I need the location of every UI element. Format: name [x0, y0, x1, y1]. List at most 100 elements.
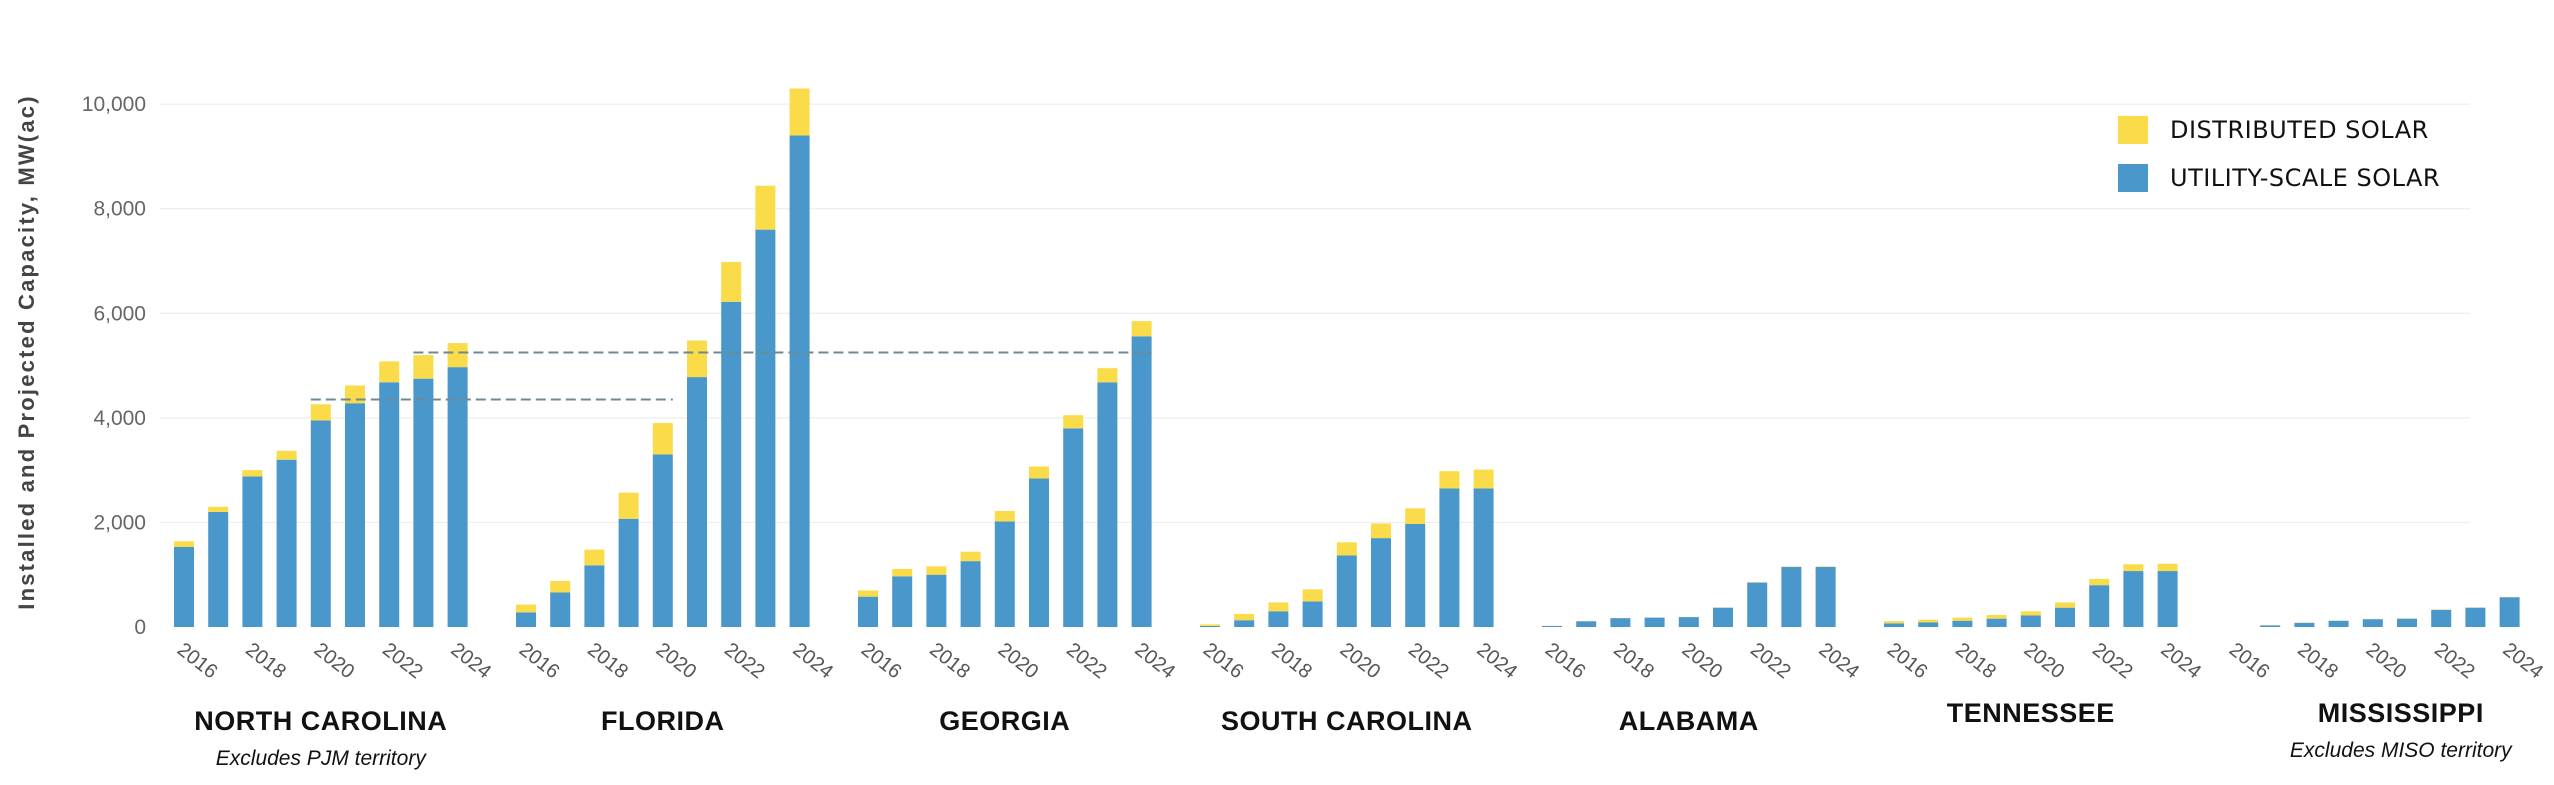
bar-utility-south-carolina-2017 [1234, 620, 1254, 627]
bar-utility-tennessee-2019 [1987, 619, 2007, 627]
bar-distributed-tennessee-2021 [2055, 602, 2075, 607]
legend-item-distributed: DISTRIBUTED SOLAR [2118, 106, 2440, 154]
bar-utility-alabama-2017 [1576, 621, 1596, 627]
group-label: GEORGIA [939, 706, 1070, 736]
bar-utility-florida-2018 [584, 565, 604, 627]
bar-utility-mississippi-2021 [2397, 619, 2417, 627]
bar-distributed-tennessee-2022 [2089, 579, 2109, 585]
bar-distributed-tennessee-2020 [2021, 611, 2041, 615]
x-tick-label: 2022 [2088, 639, 2137, 684]
bar-distributed-south-carolina-2022 [1405, 508, 1425, 524]
bar-utility-mississippi-2020 [2363, 619, 2383, 627]
group-note: Excludes MISO territory [2290, 739, 2513, 762]
x-tick-label: 2024 [1473, 639, 1522, 684]
y-tick-label: 10,000 [82, 93, 146, 116]
bar-distributed-south-carolina-2016 [1200, 624, 1220, 626]
y-axis-title: Installed and Projected Capacity, MW(ac) [14, 94, 39, 609]
bar-utility-florida-2023 [755, 230, 775, 627]
x-tick-label: 2018 [1267, 639, 1316, 684]
x-tick-label: 2024 [447, 639, 496, 684]
bar-utility-florida-2016 [516, 612, 536, 627]
x-tick-label: 2016 [173, 639, 222, 684]
bar-utility-georgia-2020 [995, 521, 1015, 627]
bar-distributed-georgia-2020 [995, 511, 1015, 521]
bar-distributed-florida-2020 [653, 423, 673, 454]
bar-utility-south-carolina-2020 [1337, 555, 1357, 627]
bar-utility-mississippi-2022 [2431, 610, 2451, 627]
bar-distributed-tennessee-2019 [1987, 615, 2007, 619]
bar-utility-georgia-2017 [892, 576, 912, 627]
bar-utility-georgia-2023 [1097, 382, 1117, 627]
bar-distributed-north-carolina-2018 [242, 470, 262, 476]
bar-utility-alabama-2024 [1816, 567, 1836, 627]
bar-distributed-south-carolina-2021 [1371, 523, 1391, 538]
x-tick-label: 2016 [1541, 639, 1590, 684]
bar-distributed-tennessee-2017 [1918, 620, 1938, 623]
x-tick-label: 2022 [1746, 639, 1795, 684]
bar-utility-south-carolina-2021 [1371, 538, 1391, 627]
bar-distributed-north-carolina-2016 [174, 541, 194, 547]
bar-utility-mississippi-2018 [2294, 623, 2314, 627]
bar-utility-alabama-2019 [1645, 618, 1665, 627]
bar-utility-mississippi-2017 [2260, 625, 2280, 627]
bar-utility-alabama-2020 [1679, 617, 1699, 627]
x-tick-label: 2018 [583, 639, 632, 684]
bar-utility-tennessee-2021 [2055, 608, 2075, 627]
group-label: ALABAMA [1619, 706, 1759, 736]
x-tick-label: 2020 [2362, 639, 2411, 684]
bar-utility-florida-2021 [687, 377, 707, 627]
x-tick-label: 2024 [1131, 639, 1180, 684]
bar-utility-north-carolina-2020 [311, 420, 331, 627]
bar-distributed-tennessee-2024 [2158, 564, 2178, 571]
x-tick-label: 2016 [2225, 639, 2274, 684]
x-tick-label: 2024 [789, 639, 838, 684]
bar-utility-tennessee-2023 [2123, 571, 2143, 627]
group-label: SOUTH CAROLINA [1221, 706, 1473, 736]
bar-distributed-georgia-2022 [1063, 415, 1083, 428]
bar-distributed-georgia-2021 [1029, 466, 1049, 478]
bar-distributed-georgia-2018 [926, 566, 946, 574]
bar-distributed-tennessee-2023 [2123, 564, 2143, 571]
bar-distributed-georgia-2017 [892, 569, 912, 576]
x-tick-label: 2022 [720, 639, 769, 684]
bar-distributed-north-carolina-2020 [311, 404, 331, 420]
bar-distributed-florida-2016 [516, 605, 536, 613]
bar-utility-north-carolina-2018 [242, 476, 262, 627]
bar-utility-south-carolina-2022 [1405, 524, 1425, 627]
x-tick-label: 2016 [857, 639, 906, 684]
x-tick-label: 2024 [2157, 639, 2206, 684]
x-tick-label: 2022 [378, 639, 427, 684]
group-label: TENNESSEE [1947, 698, 2115, 728]
x-tick-label: 2016 [1883, 639, 1932, 684]
legend-swatch-utility [2118, 164, 2148, 192]
bar-distributed-florida-2017 [550, 581, 570, 593]
bar-utility-florida-2017 [550, 592, 570, 627]
bar-distributed-south-carolina-2019 [1303, 589, 1323, 601]
y-tick-label: 0 [134, 616, 146, 639]
x-tick-label: 2018 [925, 639, 974, 684]
bar-distributed-north-carolina-2023 [413, 355, 433, 379]
bar-utility-tennessee-2020 [2021, 615, 2041, 627]
y-tick-label: 8,000 [93, 198, 146, 221]
legend-swatch-distributed [2118, 116, 2148, 144]
bar-utility-alabama-2022 [1747, 583, 1767, 627]
bar-utility-tennessee-2024 [2158, 571, 2178, 627]
bar-distributed-florida-2024 [790, 88, 810, 135]
x-tick-label: 2020 [994, 639, 1043, 684]
group-note: Excludes PJM territory [216, 747, 428, 770]
bar-utility-florida-2020 [653, 454, 673, 627]
bar-utility-north-carolina-2017 [208, 512, 228, 627]
bar-utility-alabama-2021 [1713, 608, 1733, 627]
bar-utility-florida-2022 [721, 302, 741, 627]
bar-utility-mississippi-2019 [2329, 621, 2349, 627]
x-tick-label: 2018 [1609, 639, 1658, 684]
y-tick-label: 4,000 [93, 407, 146, 430]
bar-utility-south-carolina-2023 [1439, 488, 1459, 627]
bar-distributed-florida-2019 [619, 493, 639, 519]
bar-utility-georgia-2019 [961, 561, 981, 627]
bar-distributed-south-carolina-2017 [1234, 614, 1254, 620]
bar-utility-mississippi-2023 [2465, 608, 2485, 627]
bar-distributed-north-carolina-2019 [277, 451, 297, 460]
x-tick-label: 2018 [1951, 639, 2000, 684]
